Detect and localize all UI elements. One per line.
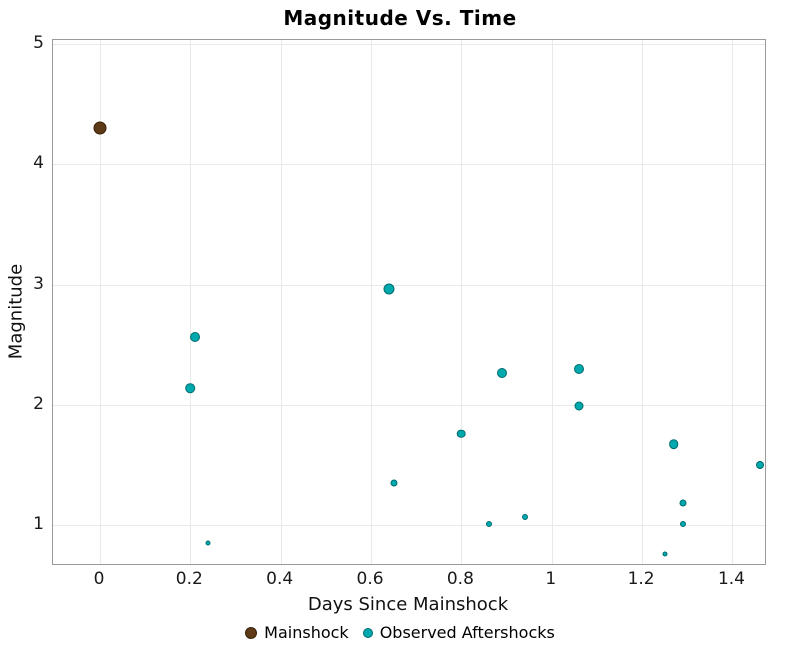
aftershock-point bbox=[679, 520, 686, 527]
aftershock-point bbox=[679, 499, 687, 507]
x-tick-label: 0.4 bbox=[266, 569, 294, 589]
x-gridline bbox=[99, 40, 101, 564]
y-gridline bbox=[53, 284, 765, 286]
legend-item-aftershocks: Observed Aftershocks bbox=[362, 623, 555, 642]
x-gridline bbox=[371, 40, 373, 564]
aftershocks-legend-dot-icon bbox=[362, 627, 373, 638]
mainshock-point bbox=[93, 121, 107, 135]
x-gridline bbox=[280, 40, 282, 564]
x-tick-label: 1.4 bbox=[717, 569, 745, 589]
x-tick-label: 1.2 bbox=[627, 569, 655, 589]
mainshock-legend-dot-icon bbox=[245, 626, 258, 639]
x-tick-label: 0.2 bbox=[175, 569, 203, 589]
aftershock-point bbox=[205, 540, 211, 546]
aftershock-point bbox=[485, 520, 492, 527]
x-gridline bbox=[642, 40, 644, 564]
aftershock-point bbox=[189, 332, 200, 343]
x-gridline bbox=[551, 40, 553, 564]
y-tick-label: 3 bbox=[33, 273, 44, 294]
aftershock-point bbox=[662, 551, 668, 557]
aftershock-point bbox=[497, 368, 508, 379]
aftershock-point bbox=[383, 283, 395, 295]
legend-label-mainshock: Mainshock bbox=[264, 623, 349, 642]
legend: Mainshock Observed Aftershocks bbox=[0, 623, 800, 642]
x-tick-label: 0.8 bbox=[446, 569, 474, 589]
y-gridline bbox=[53, 164, 765, 166]
y-tick-label: 5 bbox=[33, 32, 44, 53]
aftershock-point bbox=[755, 460, 764, 469]
aftershock-point bbox=[668, 439, 679, 450]
aftershock-point bbox=[185, 383, 196, 393]
aftershock-point bbox=[574, 401, 584, 411]
aftershock-point bbox=[573, 363, 584, 374]
plot-area bbox=[52, 39, 766, 565]
legend-item-mainshock: Mainshock bbox=[245, 623, 349, 642]
x-tick-label: 0 bbox=[93, 569, 105, 589]
aftershock-point bbox=[457, 429, 466, 438]
x-tick-label: 1 bbox=[545, 569, 557, 589]
x-gridline bbox=[190, 40, 192, 564]
x-axis-title: Days Since Mainshock bbox=[307, 594, 509, 615]
y-gridline bbox=[53, 525, 765, 527]
x-gridline bbox=[732, 40, 734, 564]
chart-title: Magnitude Vs. Time bbox=[283, 6, 517, 30]
x-gridline bbox=[461, 40, 463, 564]
legend-label-aftershocks: Observed Aftershocks bbox=[379, 623, 555, 642]
aftershock-point bbox=[390, 479, 398, 487]
y-axis-title: Magnitude bbox=[5, 263, 27, 360]
y-gridline bbox=[53, 43, 765, 45]
y-tick-label: 1 bbox=[33, 514, 44, 535]
y-tick-label: 2 bbox=[33, 393, 44, 414]
y-gridline bbox=[53, 404, 765, 406]
y-tick-label: 4 bbox=[33, 153, 44, 174]
aftershock-point bbox=[521, 513, 528, 520]
x-tick-label: 0.6 bbox=[356, 569, 384, 589]
